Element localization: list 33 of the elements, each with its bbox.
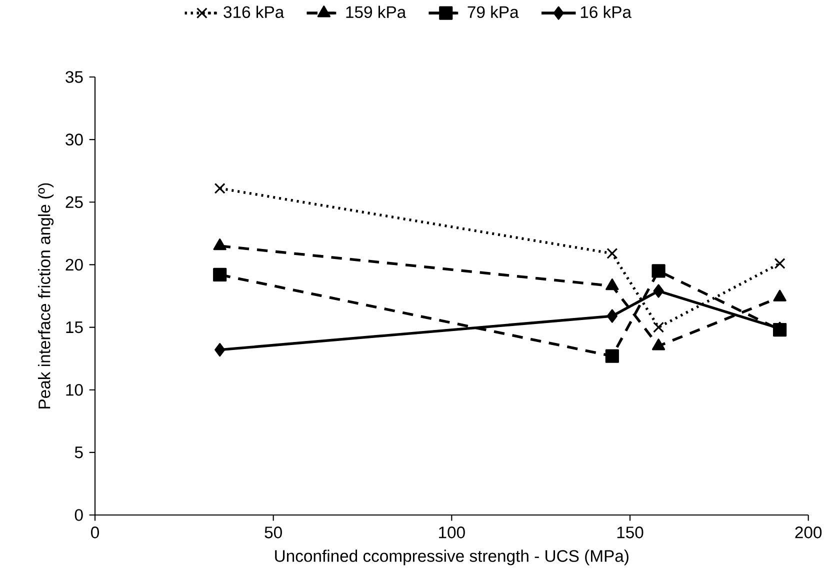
point bbox=[774, 258, 786, 269]
x-tick-label: 50 bbox=[264, 526, 282, 538]
point bbox=[606, 248, 618, 259]
x-axis-title: Unconfined ccompressive strength - UCS (MPa) bbox=[275, 550, 628, 566]
legend-label: 16 kPa bbox=[580, 6, 632, 18]
y-tick-label: 0 bbox=[74, 509, 83, 521]
point bbox=[214, 182, 226, 194]
legend-label: 159 kPa bbox=[346, 6, 406, 18]
y-axis-title: Peak interface friction angle (º) bbox=[38, 183, 54, 408]
x-tick-label: 0 bbox=[91, 526, 99, 538]
y-tick-label: 5 bbox=[74, 446, 83, 458]
legend-label: 316 kPa bbox=[224, 6, 284, 18]
x-tick-label: 100 bbox=[439, 526, 465, 538]
y-tick-label: 35 bbox=[66, 71, 83, 83]
point bbox=[652, 264, 666, 278]
x-tick-label: 200 bbox=[795, 526, 822, 538]
x-tick-label: 150 bbox=[617, 526, 644, 538]
point bbox=[213, 238, 226, 250]
point bbox=[605, 349, 619, 363]
y-tick-label: 20 bbox=[66, 258, 83, 271]
point bbox=[606, 278, 619, 290]
point bbox=[213, 268, 227, 282]
legend-label: 79 kPa bbox=[468, 6, 519, 18]
point bbox=[653, 284, 664, 298]
point bbox=[652, 338, 666, 350]
point bbox=[214, 343, 226, 357]
y-tick-label: 30 bbox=[66, 134, 83, 146]
point bbox=[606, 309, 618, 323]
y-tick-label: 10 bbox=[66, 384, 83, 396]
y-tick-label: 15 bbox=[66, 321, 83, 334]
point bbox=[773, 290, 786, 302]
y-tick-label: 25 bbox=[66, 196, 83, 208]
point bbox=[653, 322, 664, 333]
